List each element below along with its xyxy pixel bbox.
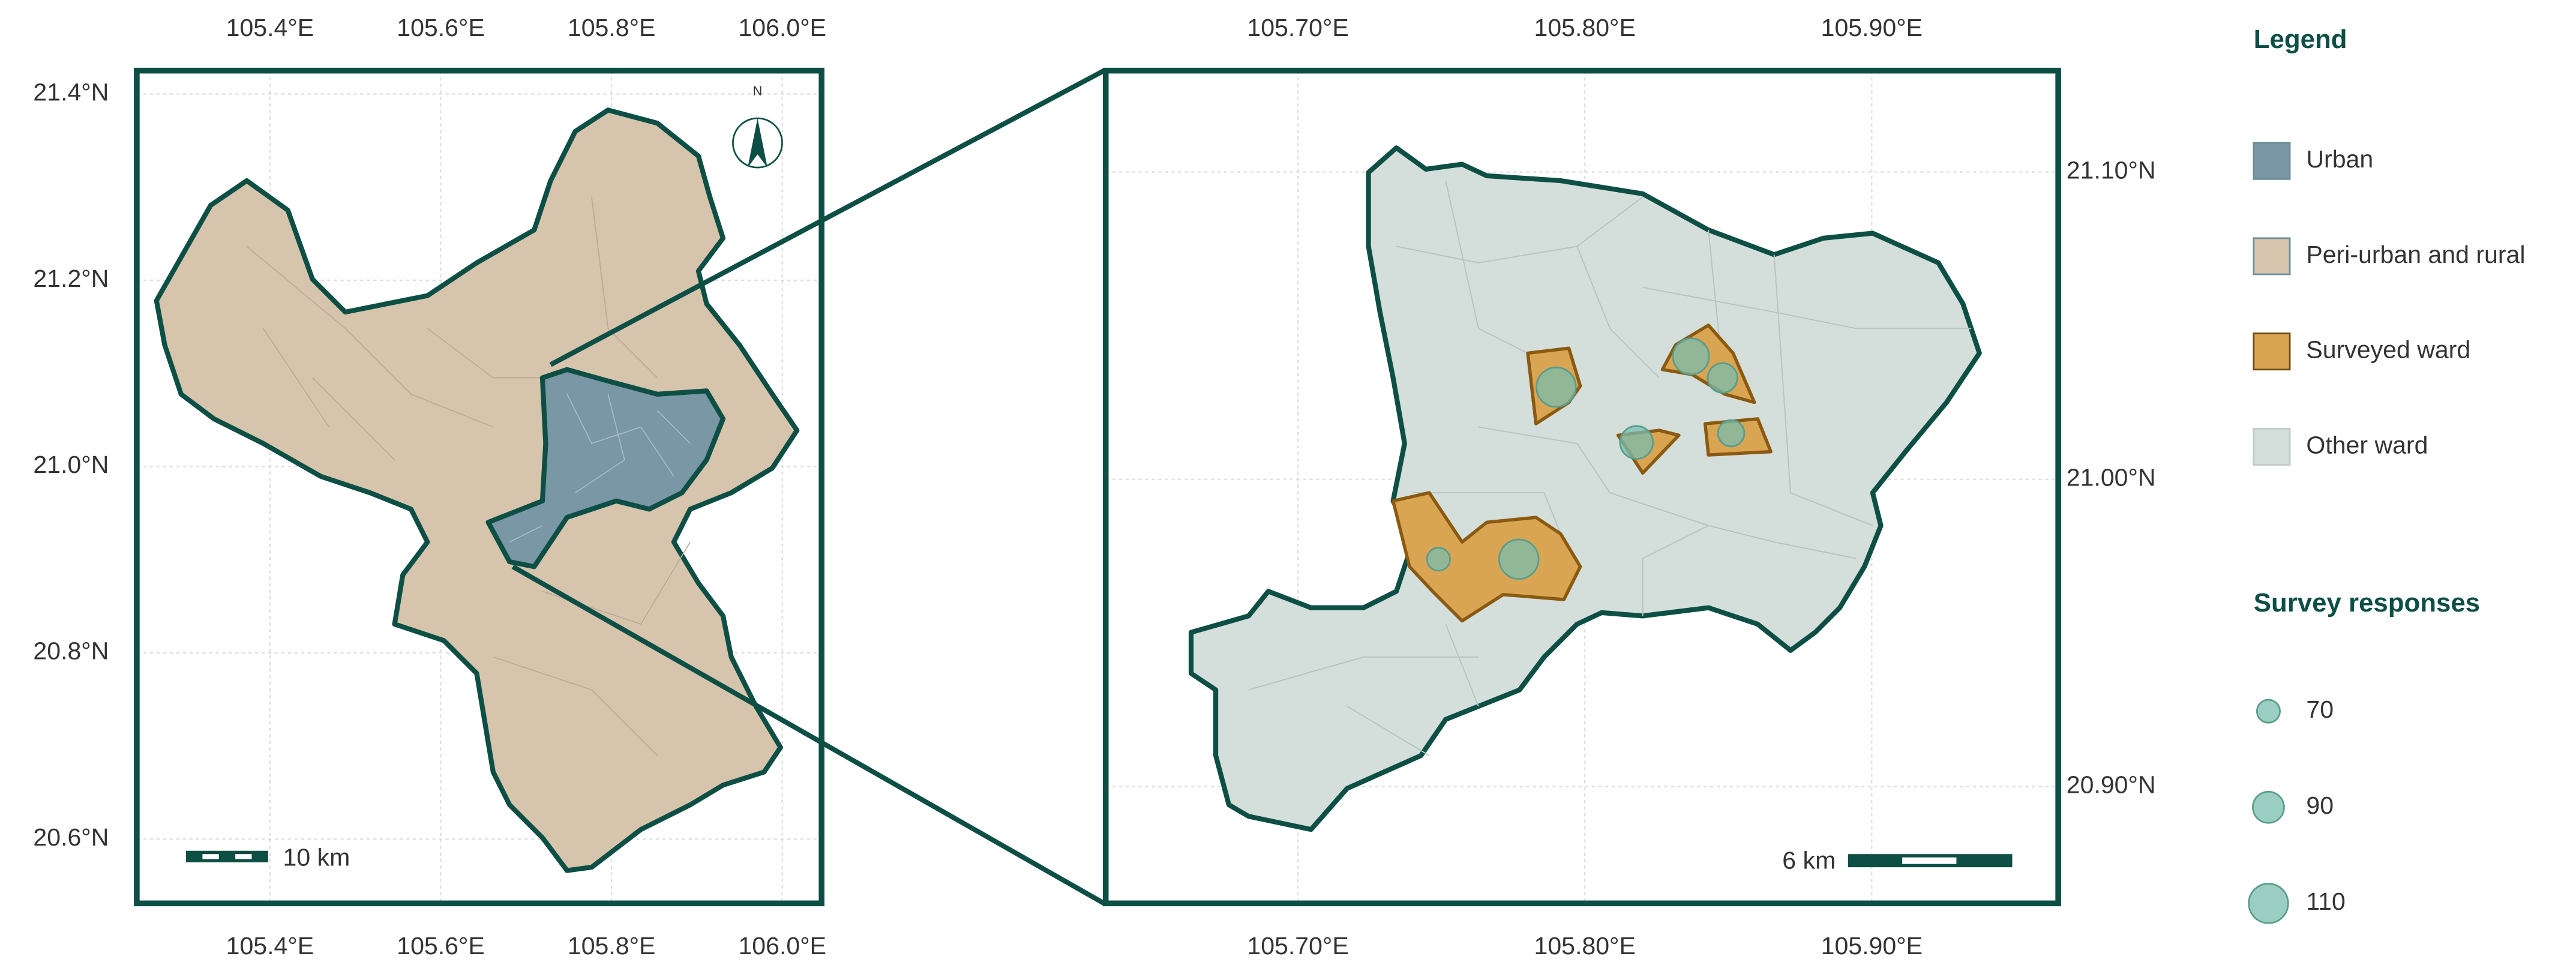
size-legend-label: 70 [2306,696,2334,723]
zoom-line [549,68,1105,367]
x-tick-label: 106.0°E [738,14,826,41]
x-tick-label: 105.4°E [226,932,314,960]
legend-label: Urban [2306,145,2373,173]
x-tick-label: 105.80°E [1534,14,1636,41]
size-legend-circle [2252,790,2285,824]
survey-bubble [1717,419,1746,448]
y-tick-label: 20.90°N [2067,771,2156,799]
scale-bar [186,850,268,862]
ward-boundaries [1248,180,1972,756]
x-tick-label: 105.6°E [397,932,485,960]
y-tick-label: 21.0°N [33,451,109,478]
size-legend-label: 90 [2306,792,2334,819]
legend-label: Surveyed ward [2306,336,2470,364]
size-legend-circle [2248,883,2289,924]
north-label: N [753,83,763,98]
x-tick-label: 105.8°E [568,932,656,960]
survey-bubble [1619,425,1654,460]
district-boundaries [246,197,691,756]
legend-swatch [2253,427,2291,466]
size-legend-title: Survey responses [2254,588,2480,618]
x-tick-label: 105.8°E [568,14,656,41]
y-tick-label: 20.6°N [33,823,109,851]
legend-swatch [2253,237,2291,275]
x-tick-label: 105.6°E [397,14,485,41]
legend-swatch [2253,142,2291,180]
scale-bar [1848,854,2013,868]
zoom-line [511,564,1105,906]
urban-area [485,367,726,570]
size-legend-circle [2256,699,2281,724]
y-tick-label: 21.2°N [33,265,109,292]
scale-label: 10 km [283,843,350,871]
right-frame [1102,67,2061,907]
x-tick-label: 105.70°E [1247,932,1348,960]
y-tick-label: 21.4°N [33,78,109,106]
size-legend-label: 110 [2306,888,2345,915]
left-frame [134,67,825,907]
x-tick-label: 106.0°E [738,932,826,960]
survey-bubble [1426,547,1451,572]
x-tick-label: 105.4°E [226,14,314,41]
legend-title: Legend [2254,25,2347,54]
x-tick-label: 105.90°E [1821,932,1923,960]
scale-label: 6 km [1782,847,1836,874]
x-tick-label: 105.90°E [1821,14,1923,41]
survey-bubble [1536,366,1577,408]
y-tick-label: 21.10°N [2067,157,2156,184]
survey-bubble [1707,362,1738,394]
survey-bubble [1672,337,1710,376]
urban-boundaries [509,394,691,543]
province-area [154,107,800,873]
survey-bubble [1498,538,1540,580]
legend-label: Peri-urban and rural [2306,241,2525,268]
north-arrow-needle [748,118,767,168]
legend: Legend Survey responses Urban Peri-urban … [2248,25,2525,924]
x-tick-label: 105.70°E [1247,14,1348,41]
legend-swatch [2253,332,2291,371]
y-tick-label: 21.00°N [2067,464,2156,492]
x-tick-label: 105.80°E [1534,932,1636,960]
other-wards [1188,145,1982,832]
legend-label: Other ward [2306,431,2428,458]
y-tick-label: 20.8°N [33,637,109,665]
